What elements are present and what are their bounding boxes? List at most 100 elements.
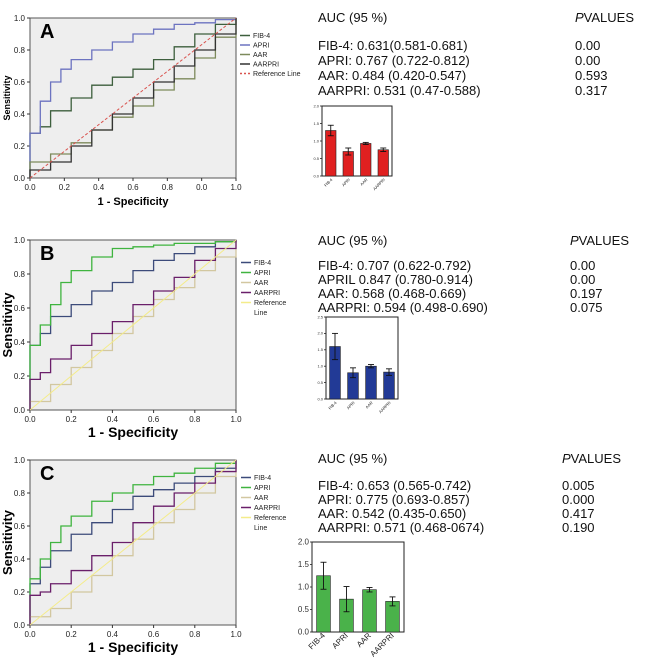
y-tick-label: 0.0: [14, 406, 26, 415]
stat-row: APRI: 0.767 (0.722-0.812): [318, 53, 470, 68]
y-tick-label: 0.2: [14, 372, 26, 381]
stat-row: FIB-4: 0.631(0.581-0.681): [318, 38, 468, 53]
y-tick-label: 0.8: [14, 46, 26, 55]
legend-label: APRI: [253, 43, 269, 50]
series-line-aarpri: [29, 240, 237, 410]
inset-bar: [383, 371, 395, 400]
inset-bar: [362, 589, 377, 633]
panel-letter: C: [40, 463, 54, 485]
x-tick-label: 0.6: [127, 183, 139, 192]
p-value: 0.197: [570, 286, 603, 301]
p-value: 0.190: [562, 520, 595, 535]
series-line-reference: [29, 459, 237, 626]
panel-c: 0.0 0.2 0.4 0.6 0.8 1.0 0.0 0.2 0.4 0.6 0.8 1.0 1 - …: [0, 445, 650, 670]
y-tick-label: 0.8: [14, 489, 26, 498]
inset-y-tick-label: 0.5: [313, 156, 319, 161]
inset-y-tick-label: 0.0: [298, 628, 310, 637]
p-value: 0.005: [562, 478, 595, 493]
p-value: 0.075: [570, 300, 603, 315]
x-tick-label: 0.6: [148, 415, 160, 424]
x-tick-label: 0.4: [107, 415, 119, 424]
inset-y-tick-label: 1.0: [317, 364, 323, 369]
series-line-fib-4: [29, 240, 237, 410]
x-tick-label: 0.0: [24, 630, 36, 639]
inset-bar: [365, 365, 377, 400]
auc-stats-a: AUC (95 %) PVALUES FIB-4: 0.631(0.581-0.…: [0, 0, 650, 220]
panel-letter: A: [40, 21, 54, 43]
y-tick-label: 0.4: [14, 110, 26, 119]
x-tick-label: 0.0: [196, 183, 208, 192]
x-axis-title: 1 - Specificity: [98, 196, 170, 208]
inset-y-tick-label: 1.0: [313, 138, 319, 143]
auc-header-a: AUC (95 %): [318, 10, 388, 25]
panel-b: 0.0 0.2 0.4 0.6 0.8 1.0 0.0 0.2 0.4 0.6 0.8 1.0 1 - …: [0, 225, 650, 445]
y-tick-label: 0.0: [14, 621, 26, 630]
inset-bar: [360, 143, 372, 177]
inset-x-tick-label: FIB-4: [307, 631, 328, 652]
y-tick-label: 0.4: [14, 338, 26, 347]
x-tick-label: 0.4: [107, 630, 119, 639]
y-axis-title: Sensitivity: [0, 292, 15, 358]
inset-x-tick-label: AARPRI: [372, 177, 386, 191]
series-line-aarpri: [29, 460, 237, 625]
stat-row: AARPRI: 0.571 (0.468-0674): [318, 520, 485, 535]
legend-label: Reference Line: [253, 71, 301, 78]
pvalues-header-b: PVALUES: [570, 233, 630, 248]
stat-row: AARPRI: 0.531 (0.47-0.588): [318, 83, 481, 98]
y-tick-label: 0.4: [14, 555, 26, 564]
series-line-reference: [29, 17, 237, 179]
series-line-reference: [29, 239, 237, 411]
legend-label: AARPRI: [253, 62, 279, 69]
roc-chart-c: 0.0 0.2 0.4 0.6 0.8 1.0 0.0 0.2 0.4 0.6 0.8 1.0 1 - …: [0, 456, 286, 655]
inset-y-tick-label: 1.5: [317, 347, 323, 352]
inset-y-tick-label: 2.0: [298, 538, 310, 547]
x-tick-label: 0.2: [66, 415, 78, 424]
inset-y-tick-label: 1.0: [298, 583, 310, 592]
series-line-apri: [29, 460, 237, 625]
inset-x-tick-label: APRI: [346, 400, 356, 410]
stat-row: FIB-4: 0.707 (0.622-0.792): [318, 258, 472, 273]
p-value: 0.00: [575, 38, 601, 53]
x-tick-label: 1.0: [230, 415, 242, 424]
stat-row: AAR: 0.484 (0.420-0.547): [318, 68, 467, 83]
series-line-apri: [29, 18, 237, 178]
p-value: 0.417: [562, 506, 595, 521]
series-line-aar: [29, 460, 237, 625]
inset-y-tick-label: 0.0: [313, 173, 319, 178]
roc-chart-a: 0.0 0.2 0.4 0.6 0.8 1.0 0.0 0.2 0.4 0.6 0.8 0.0 1.0 1…: [2, 14, 301, 208]
x-tick-label: 0.2: [66, 630, 78, 639]
legend-label: Reference: [254, 515, 286, 522]
auc-stats-c: AUC (95 %) PVALUES FIB-4: 0.653 (0.565-0…: [0, 445, 650, 665]
inset-y-tick-label: 0.5: [298, 605, 310, 614]
pvalues-header-a: PVALUES: [575, 10, 635, 25]
y-tick-label: 0.6: [14, 304, 26, 313]
series-line-fib-4: [29, 18, 237, 178]
inset-bar: [325, 130, 337, 177]
bar-inset-a: 0.0 0.5 1.0 1.5 2.0 FIB-4 APRI AAR AARPRI: [313, 103, 393, 191]
legend-label: AARPRI: [254, 505, 280, 512]
panel-letter: B: [40, 243, 54, 265]
x-tick-label: 1.0: [230, 183, 242, 192]
panel-a: 0.0 0.2 0.4 0.6 0.8 1.0 0.0 0.2 0.4 0.6 0.8 0.0 1.0 1…: [0, 0, 650, 220]
inset-x-tick-label: AARPRI: [368, 631, 395, 658]
inset-y-tick-label: 1.5: [313, 121, 319, 126]
p-value: 0.000: [562, 492, 595, 507]
inset-x-tick-label: AAR: [364, 400, 373, 409]
legend-label: Line: [254, 310, 267, 317]
y-tick-label: 0.6: [14, 78, 26, 87]
stat-row: AAR: 0.568 (0.468-0.669): [318, 286, 467, 301]
legend-label: Reference: [254, 300, 286, 307]
legend-label: AARPRI: [254, 290, 280, 297]
y-tick-label: 0.8: [14, 270, 26, 279]
legend-label: AAR: [253, 52, 267, 59]
stat-row: APRIL 0.847 (0.780-0.914): [318, 272, 473, 287]
y-tick-label: 0.6: [14, 522, 26, 531]
inset-x-tick-label: FIB-4: [327, 400, 338, 411]
stat-row: APRI: 0.775 (0.693-0.857): [318, 492, 470, 507]
x-tick-label: 0.0: [24, 415, 36, 424]
x-tick-label: 0.2: [59, 183, 71, 192]
inset-x-tick-label: FIB-4: [323, 177, 334, 188]
auc-header-c: AUC (95 %): [318, 451, 388, 466]
inset-y-tick-label: 0.5: [317, 380, 323, 385]
